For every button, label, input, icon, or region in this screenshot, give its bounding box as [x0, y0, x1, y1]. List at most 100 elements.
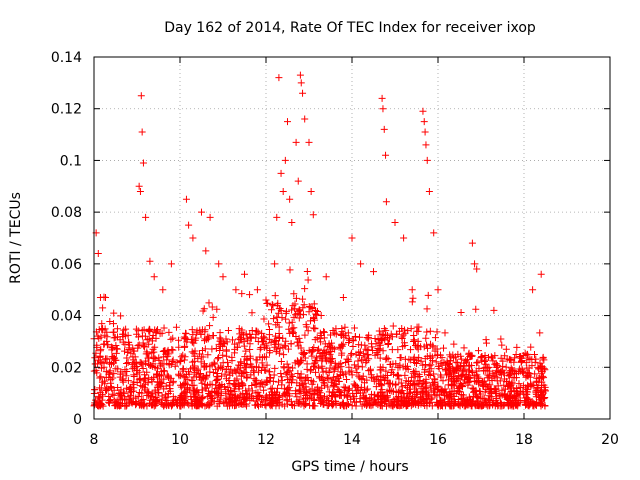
x-tick-label: 14 — [343, 432, 361, 448]
data-point — [327, 358, 335, 366]
data-point — [262, 340, 270, 348]
data-point — [477, 354, 485, 362]
data-point — [128, 388, 136, 396]
data-point — [454, 365, 462, 373]
data-point — [535, 374, 543, 382]
data-point — [534, 383, 542, 391]
data-point — [413, 387, 421, 395]
data-point — [176, 401, 184, 409]
data-point — [310, 362, 318, 370]
data-point — [320, 398, 328, 406]
data-point — [169, 377, 177, 385]
data-point — [182, 195, 190, 203]
data-point — [365, 401, 373, 409]
data-point — [459, 391, 467, 399]
data-point — [377, 382, 385, 390]
data-point — [91, 354, 99, 362]
data-point — [114, 384, 122, 392]
data-point — [315, 364, 323, 372]
data-point — [294, 177, 302, 185]
data-point — [338, 368, 346, 376]
data-point — [288, 371, 296, 379]
data-point — [398, 387, 406, 395]
data-point — [362, 386, 370, 394]
data-point — [194, 365, 202, 373]
data-point — [350, 361, 358, 369]
data-point — [219, 351, 227, 359]
data-point — [183, 386, 191, 394]
data-point — [484, 353, 492, 361]
data-point — [485, 401, 493, 409]
data-point — [508, 380, 516, 388]
data-point — [165, 361, 173, 369]
data-point — [317, 392, 325, 400]
data-point — [254, 337, 262, 345]
data-point — [531, 358, 539, 366]
data-point — [256, 345, 264, 353]
data-point — [442, 389, 450, 397]
data-point — [436, 351, 444, 359]
data-point — [238, 290, 246, 298]
data-point — [227, 365, 235, 373]
data-point — [341, 323, 349, 331]
data-point — [471, 260, 479, 268]
data-point — [449, 381, 457, 389]
data-point — [301, 400, 309, 408]
data-point — [526, 355, 534, 363]
data-point — [325, 348, 333, 356]
data-point — [145, 340, 153, 348]
data-point — [347, 395, 355, 403]
data-point — [172, 323, 180, 331]
data-point — [419, 383, 427, 391]
data-point — [265, 320, 273, 328]
data-point — [281, 156, 289, 164]
data-point — [336, 401, 344, 409]
data-point — [369, 400, 377, 408]
data-point — [412, 367, 420, 375]
x-axis-label: GPS time / hours — [291, 459, 408, 475]
data-point — [232, 402, 240, 410]
data-point — [377, 402, 385, 410]
data-point — [252, 363, 260, 371]
data-point — [324, 375, 332, 383]
data-point — [273, 213, 281, 221]
data-point — [284, 118, 291, 126]
data-point — [470, 388, 478, 396]
data-point — [338, 332, 346, 340]
data-point — [273, 396, 281, 404]
data-point — [257, 344, 265, 352]
data-point — [262, 296, 270, 304]
data-point — [419, 107, 427, 115]
data-point — [381, 374, 389, 382]
data-point — [182, 393, 190, 401]
data-point — [323, 373, 331, 381]
data-point — [444, 392, 452, 400]
data-point — [252, 356, 260, 364]
data-point — [211, 360, 219, 368]
data-point — [322, 353, 330, 361]
y-tick-label: 0 — [73, 412, 82, 428]
data-point — [510, 358, 518, 366]
data-point — [530, 350, 538, 358]
data-point — [455, 388, 463, 396]
data-point — [282, 370, 290, 378]
data-point — [103, 384, 111, 392]
data-point — [446, 363, 454, 371]
data-point — [329, 326, 337, 334]
data-point — [248, 364, 256, 372]
data-point — [408, 286, 416, 294]
data-point — [321, 340, 329, 348]
data-point — [274, 299, 282, 307]
data-point — [117, 312, 125, 320]
data-point — [406, 379, 414, 387]
data-point — [390, 397, 398, 405]
data-point — [233, 343, 241, 351]
data-point — [254, 368, 262, 376]
data-point — [301, 285, 309, 293]
data-point — [122, 402, 130, 410]
data-point — [110, 334, 118, 342]
data-point — [395, 375, 403, 383]
data-point — [315, 345, 323, 353]
data-point — [299, 384, 307, 392]
data-point — [189, 331, 197, 339]
